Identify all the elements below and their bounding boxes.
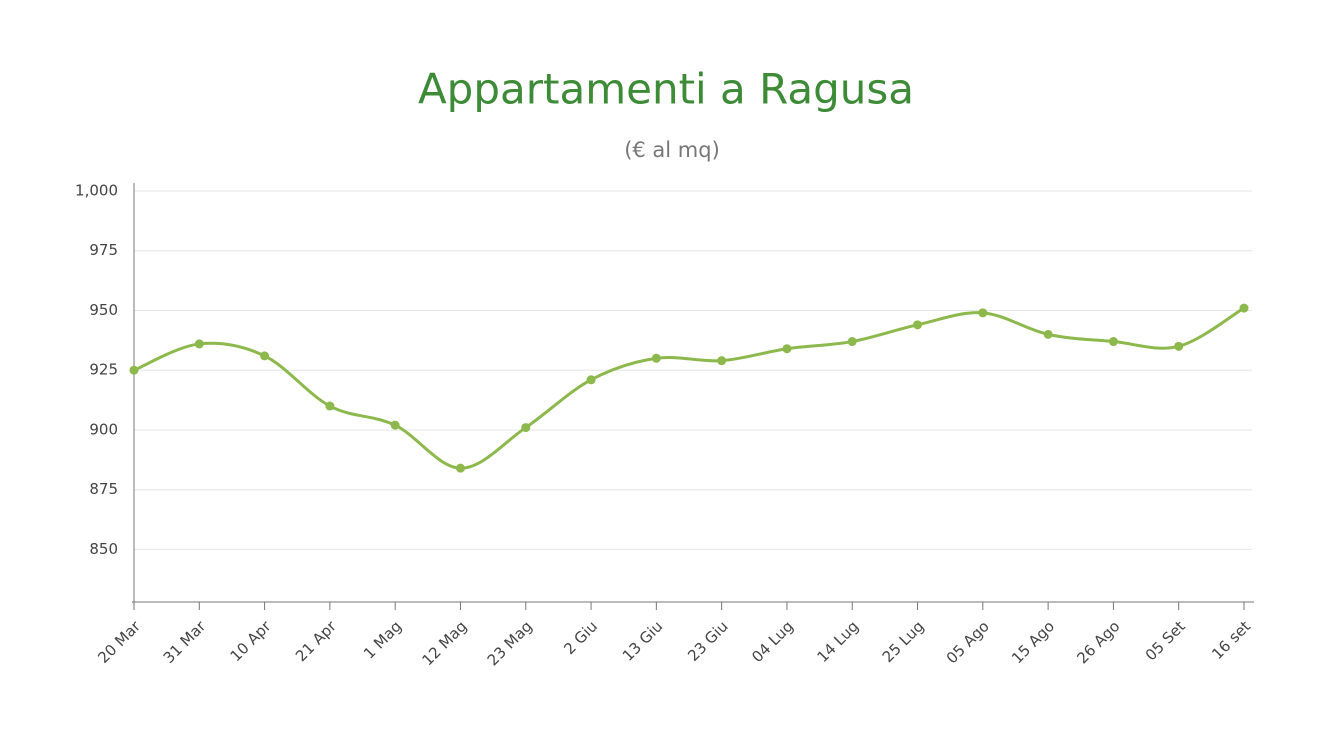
x-tick-label: 25 Lug bbox=[879, 617, 928, 666]
x-tick-label: 04 Lug bbox=[748, 617, 797, 666]
point bbox=[651, 353, 661, 363]
point bbox=[1043, 329, 1053, 339]
x-tick-label: 05 Ago bbox=[943, 617, 993, 667]
x-tick-label: 15 Ago bbox=[1008, 617, 1058, 667]
y-tick-label: 900 bbox=[89, 420, 118, 438]
point bbox=[717, 356, 727, 366]
y-tick-label: 975 bbox=[89, 241, 118, 259]
point bbox=[782, 344, 792, 354]
y-tick-label: 950 bbox=[89, 301, 118, 319]
point bbox=[194, 339, 204, 349]
x-tick-label: 12 Mag bbox=[418, 617, 470, 669]
point bbox=[390, 420, 400, 430]
x-tick-label: 21 Apr bbox=[292, 617, 341, 666]
point bbox=[1239, 303, 1249, 313]
point bbox=[847, 337, 857, 347]
y-tick-label: 850 bbox=[89, 540, 118, 558]
x-tick-label: 16 set bbox=[1208, 617, 1254, 663]
x-tick-label: 23 Mag bbox=[484, 617, 536, 669]
point bbox=[260, 351, 270, 361]
x-tick-label: 2 Giu bbox=[560, 617, 601, 658]
x-tick-label: 26 Ago bbox=[1073, 617, 1123, 667]
y-tick-label: 925 bbox=[89, 361, 118, 379]
x-tick-label: 20 Mar bbox=[94, 617, 144, 667]
y-tick-label: 875 bbox=[89, 480, 118, 498]
x-tick-label: 31 Mar bbox=[160, 617, 210, 667]
point bbox=[325, 401, 335, 411]
point bbox=[129, 365, 139, 375]
point bbox=[586, 375, 596, 385]
x-tick-label: 05 Set bbox=[1142, 617, 1189, 664]
y-tick-label: 1,000 bbox=[75, 182, 118, 200]
x-tick-label: 1 Mag bbox=[360, 617, 405, 662]
x-tick-label: 10 Apr bbox=[227, 617, 276, 666]
line-series bbox=[133, 306, 1245, 470]
point bbox=[455, 463, 465, 473]
point bbox=[521, 423, 531, 433]
point bbox=[913, 320, 923, 330]
chart-subtitle: (€ al mq) bbox=[624, 138, 720, 162]
x-tick-label: 14 Lug bbox=[813, 617, 862, 666]
x-tick-label: 23 Giu bbox=[684, 617, 731, 664]
chart-title: Appartamenti a Ragusa bbox=[418, 65, 914, 114]
x-tick-label: 13 Giu bbox=[619, 617, 666, 664]
point bbox=[1174, 341, 1184, 351]
point bbox=[978, 308, 988, 318]
point bbox=[1108, 337, 1118, 347]
